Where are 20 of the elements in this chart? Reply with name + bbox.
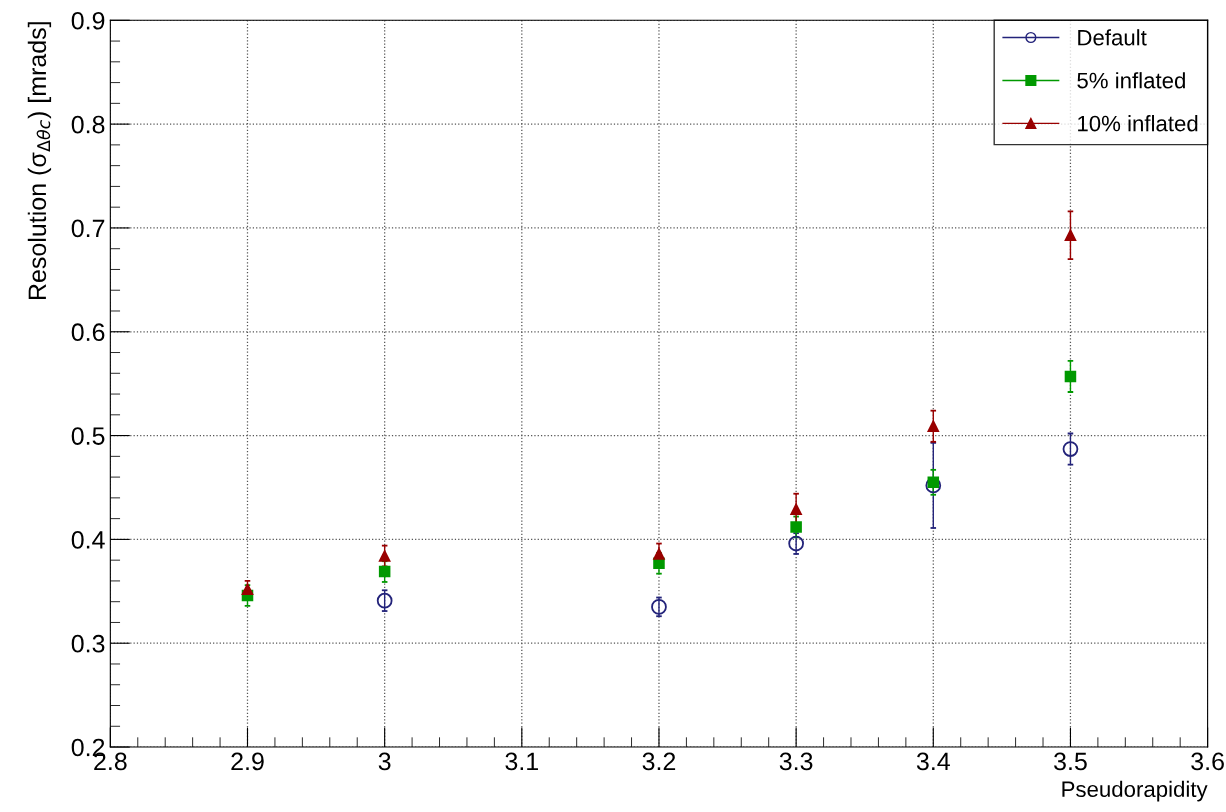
x-axis-title: Pseudorapidity [1062,780,1208,802]
legend-label: Default [1078,29,1147,46]
x-tick-label: 3 [378,752,391,771]
x-tick-label: 3.1 [505,752,538,771]
y-tick-label: 0.3 [71,634,105,653]
y-tick-label: 0.8 [71,115,105,134]
x-tick-label: 3.2 [642,752,676,771]
legend-label: 10% inflated [1078,115,1198,132]
x-tick-label: 3.3 [779,752,813,771]
y-tick-label: 0.6 [71,323,105,342]
y-tick-label: 0.7 [71,219,105,238]
legend-label: 5% inflated [1077,72,1185,89]
y-tick-label: 0.5 [71,427,105,445]
x-tick-label: 2.9 [231,752,264,771]
y-tick-label: 0.4 [71,531,105,549]
y-axis-title: Resolution (σ$_{Δθc}$) [mrads] [27,22,52,299]
y-tick-label: 0.9 [71,11,105,30]
x-tick-label: 3.4 [916,752,950,771]
x-tick-label: 3.5 [1054,752,1087,771]
x-tick-label: 3.6 [1191,752,1224,771]
